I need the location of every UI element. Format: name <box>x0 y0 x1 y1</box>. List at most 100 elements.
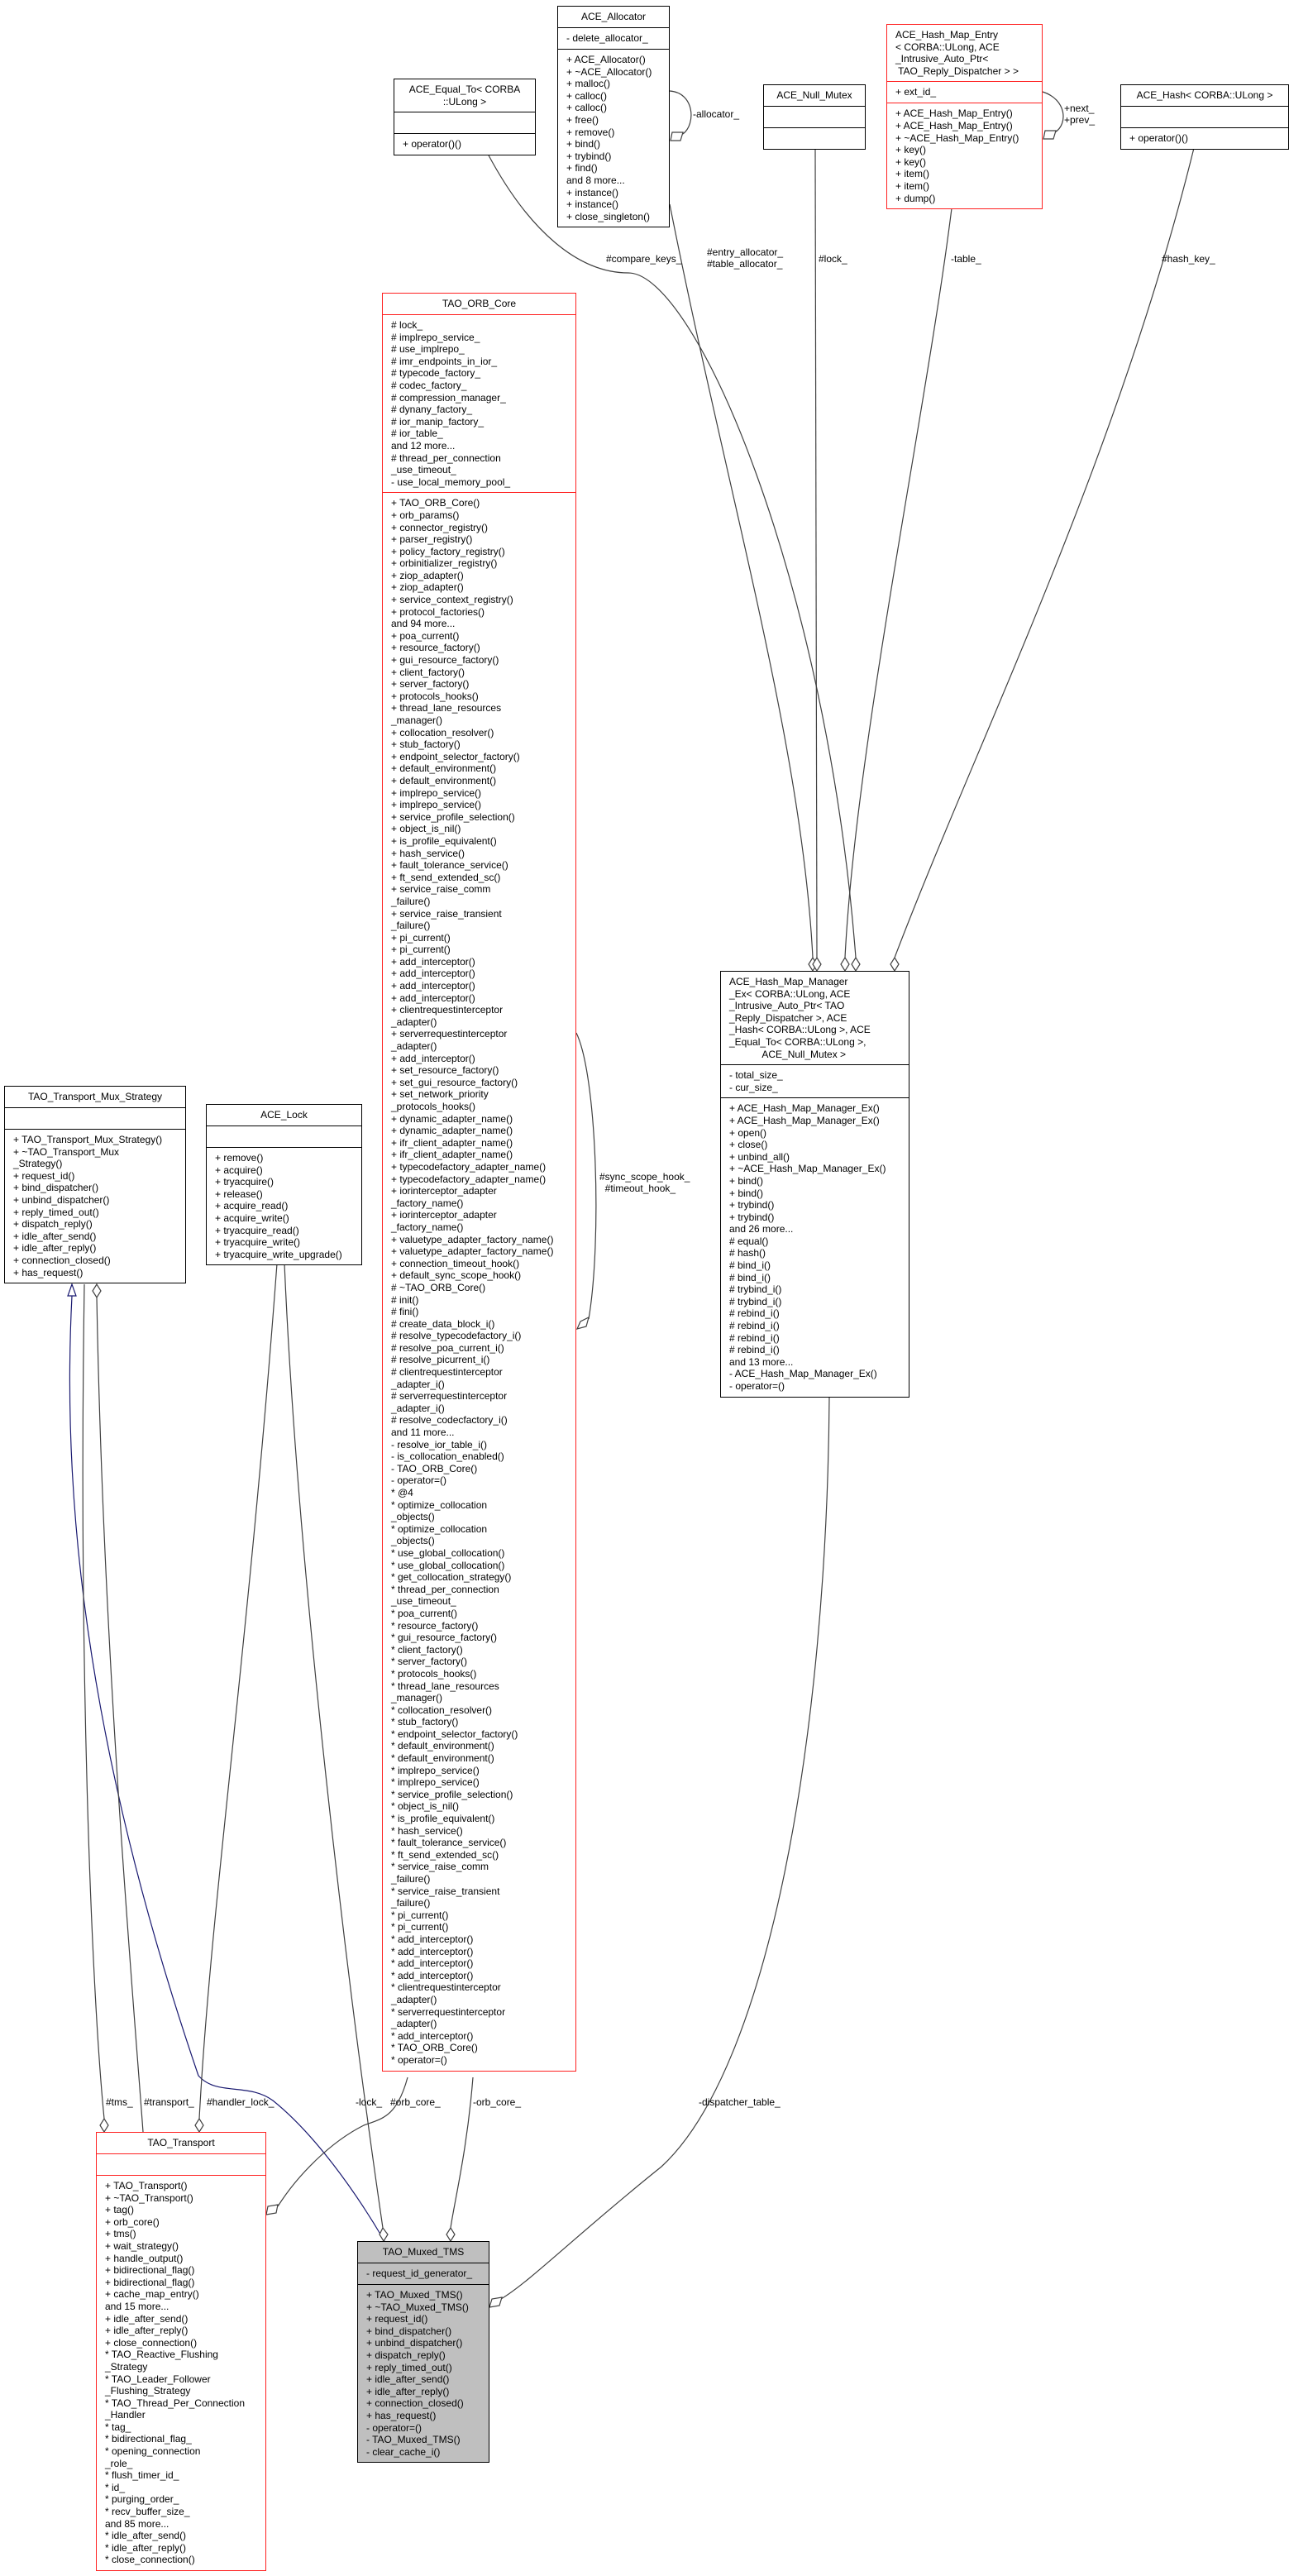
method-item: + ziop_adapter() <box>391 581 464 594</box>
method-item: + unbind_dispatcher() <box>13 1193 110 1206</box>
class-methods: + ACE_Hash_Map_Entry() + ACE_Hash_Map_Ent… <box>887 103 1042 208</box>
method-item: + ACE_Allocator() <box>566 54 646 65</box>
attribute-item: # compression_manager_ <box>391 391 506 404</box>
method-item: - operator=() <box>729 1380 785 1392</box>
class-title: ACE_Hash< CORBA::ULong > <box>1121 85 1288 106</box>
class-box-tao-transport[interactable]: TAO_Transport + TAO_Transport() + ~TAO_Tra… <box>96 2132 266 2571</box>
method-item: + bidirectional_flag() <box>105 2264 195 2277</box>
method-item: * tag_ <box>105 2421 131 2433</box>
method-item: # resolve_codecfactory_i() <box>391 1414 508 1427</box>
edge-dispatcher-table <box>500 1396 830 2300</box>
method-item: + bidirectional_flag() <box>105 2276 195 2288</box>
method-item: + default_environment() <box>391 762 497 775</box>
method-item: + typecodefactory_adapter_name() <box>391 1160 547 1173</box>
method-item: * fault_tolerance_service() <box>391 1837 507 1849</box>
edge-next-prev-self <box>1042 91 1064 133</box>
class-box-tao-orb-core[interactable]: TAO_ORB_Core # lock_ # implrepo_service_ # … <box>382 293 576 2072</box>
aggregation-diamond <box>670 131 684 141</box>
class-name-line: ACE_Hash_Map_Manager <box>729 976 848 987</box>
method-item: + stub_factory() <box>391 738 461 751</box>
method-item: - is_collocation_enabled() <box>391 1450 504 1463</box>
method-item: # rebind_i() <box>729 1307 780 1320</box>
method-item: + wait_strategy() <box>105 2239 179 2252</box>
class-box-ace-null-mutex[interactable]: ACE_Null_Mutex <box>763 84 866 150</box>
method-item: * default_environment() <box>391 1752 494 1765</box>
method-item: and 11 more... <box>391 1427 455 1439</box>
method-item: + bind_dispatcher() <box>366 2325 452 2337</box>
method-item: * service_raise_comm <box>391 1861 489 1873</box>
class-box-ace-hash-map-manager-ex[interactable]: ACE_Hash_Map_Manager _Ex< CORBA::ULong, A… <box>720 971 909 1398</box>
method-item: * opening_connection <box>105 2445 201 2458</box>
class-box-ace-hash-map-entry[interactable]: ACE_Hash_Map_Entry < CORBA::ULong, ACE _In… <box>886 24 1043 210</box>
method-item: + operator()() <box>403 138 462 151</box>
method-item: * hash_service() <box>391 1824 463 1837</box>
class-methods <box>764 127 865 149</box>
method-item: # bind_i() <box>729 1271 771 1283</box>
method-item: + idle_after_send() <box>105 2312 189 2325</box>
method-item: + idle_after_send() <box>13 1230 97 1242</box>
class-name-line: ACE_Hash< CORBA::ULong > <box>1136 89 1273 101</box>
class-name-line: TAO_Transport <box>147 2137 215 2148</box>
aggregation-diamond <box>446 2226 456 2243</box>
class-title: TAO_ORB_Core <box>383 294 575 314</box>
method-item: _manager() <box>391 1692 443 1704</box>
method-item: + tryacquire_write_upgrade() <box>215 1248 342 1260</box>
class-title: ACE_Null_Mutex <box>764 85 865 106</box>
class-box-tao-muxed-tms[interactable]: TAO_Muxed_TMS - request_id_generator_ + TA… <box>357 2241 489 2464</box>
class-name-line: _Ex< CORBA::ULong, ACE <box>729 987 851 1000</box>
method-item: + instance() <box>566 198 619 211</box>
class-methods: + operator()() <box>394 133 535 155</box>
method-item: + service_profile_selection() <box>391 810 515 823</box>
edge-label-next-prev: +next_ +prev_ <box>1064 103 1096 126</box>
aggregation-diamond <box>890 956 900 973</box>
method-item: - resolve_ior_table_i() <box>391 1438 488 1450</box>
class-box-ace-allocator[interactable]: ACE_Allocator - delete_allocator_ + ACE_Al… <box>557 6 670 228</box>
class-title: TAO_Muxed_TMS <box>358 2242 489 2263</box>
method-item: + connection_timeout_hook() <box>391 1257 520 1269</box>
method-item: + has_request() <box>366 2409 437 2421</box>
attribute-item: - cur_size_ <box>729 1081 778 1093</box>
class-title: ACE_Hash_Map_Entry < CORBA::ULong, ACE _In… <box>887 25 1042 81</box>
aggregation-diamond <box>92 1283 102 1299</box>
method-item: * operator=() <box>391 2053 447 2066</box>
edge-label-orb-core-private: -orb_core_ <box>473 2096 522 2108</box>
class-box-ace-lock[interactable]: ACE_Lock + remove() + acquire() + tryacquir… <box>206 1104 362 1266</box>
method-item: + set_network_priority <box>391 1088 489 1101</box>
edge-label-hash-key: #hash_key_ <box>1162 253 1215 265</box>
method-item: _failure() <box>391 1897 431 1909</box>
class-box-ace-equal-to[interactable]: ACE_Equal_To< CORBA::ULong > + operator()… <box>394 79 536 156</box>
method-item: * get_collocation_strategy() <box>391 1571 512 1584</box>
method-item: - ACE_Hash_Map_Manager_Ex() <box>729 1368 877 1380</box>
method-item: * recv_buffer_size_ <box>105 2506 190 2518</box>
method-item: _Strategy <box>105 2360 148 2373</box>
method-item: + acquire_read() <box>215 1200 289 1212</box>
method-item: + ~TAO_Transport() <box>105 2191 193 2204</box>
method-item: + bind() <box>729 1174 764 1187</box>
class-name-line: TAO_Transport_Mux_Strategy <box>27 1091 163 1102</box>
class-attributes <box>764 106 865 127</box>
method-item: * clientrequestinterceptor <box>391 1981 501 1994</box>
method-item: * service_profile_selection() <box>391 1788 513 1800</box>
class-name-line: _Reply_Dispatcher >, ACE <box>729 1011 847 1024</box>
method-item: + bind() <box>729 1187 764 1199</box>
edge-transport <box>96 1297 144 2133</box>
class-methods: + ACE_Hash_Map_Manager_Ex() + ACE_Hash_Ma… <box>721 1097 909 1396</box>
method-item: - TAO_Muxed_TMS() <box>366 2434 461 2446</box>
method-item: + idle_after_reply() <box>105 2325 189 2337</box>
method-item: + default_sync_scope_hook() <box>391 1269 522 1282</box>
method-item: # init() <box>391 1293 419 1306</box>
method-item: + add_interceptor() <box>391 1052 475 1064</box>
method-item: + ft_send_extended_sc() <box>391 871 501 883</box>
class-methods: + TAO_Muxed_TMS() + ~TAO_Muxed_TMS() + req… <box>358 2284 489 2462</box>
edge-label-orb-core-protected: #orb_core_ <box>390 2096 441 2108</box>
class-methods: + remove() + acquire() + tryacquire() + rel… <box>207 1147 361 1264</box>
method-item: * add_interceptor() <box>391 2029 474 2042</box>
method-item: # resolve_poa_current_i() <box>391 1341 504 1354</box>
class-box-ace-hash[interactable]: ACE_Hash< CORBA::ULong > + operator()() <box>1120 84 1289 150</box>
method-item: + collocation_resolver() <box>391 726 494 738</box>
method-item: and 13 more... <box>729 1355 794 1368</box>
method-item: and 15 more... <box>105 2300 169 2312</box>
class-box-tao-transport-mux-strategy[interactable]: TAO_Transport_Mux_Strategy + TAO_Transpor… <box>4 1086 186 1284</box>
method-item: and 85 more... <box>105 2517 169 2530</box>
class-attributes: - request_id_generator_ <box>358 2263 489 2284</box>
